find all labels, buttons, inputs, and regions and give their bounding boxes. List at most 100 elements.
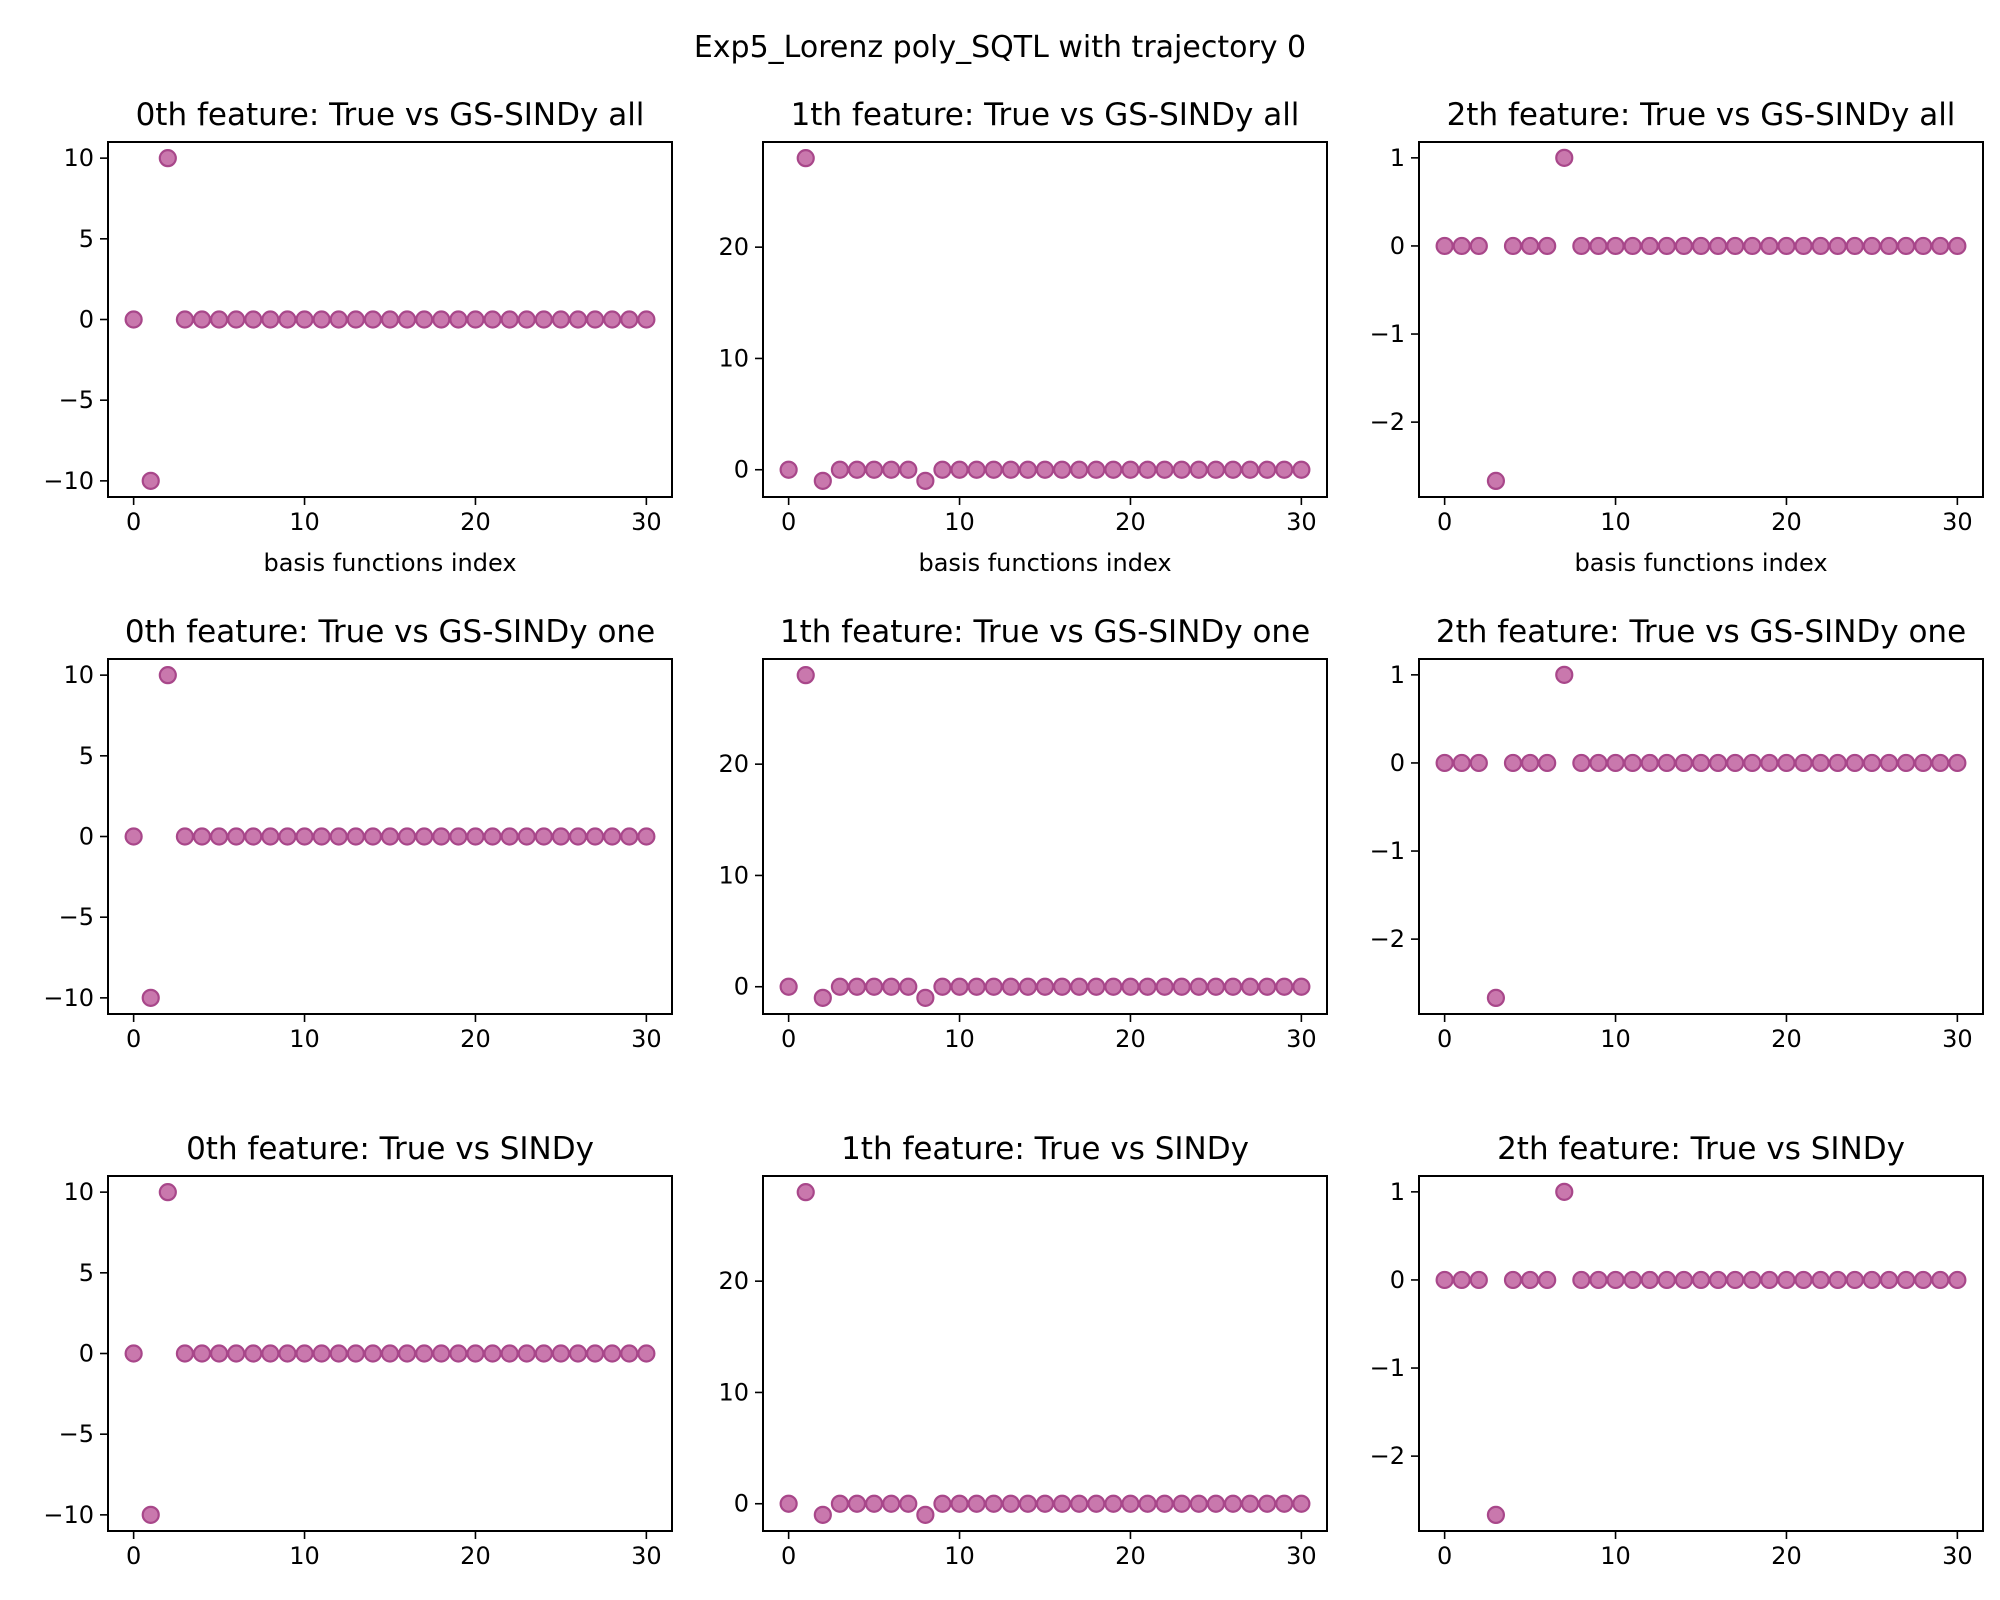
data-point: [192, 1344, 212, 1363]
data-point: [1223, 460, 1243, 479]
data-point: [916, 988, 935, 1007]
subplot-title: 0th feature: True vs GS-SINDy all: [136, 97, 645, 133]
data-point: [830, 977, 850, 996]
data-point: [397, 310, 417, 329]
data-point: [1275, 1494, 1294, 1513]
data-point: [1606, 236, 1625, 256]
data-point: [1691, 236, 1711, 256]
x-tick-label: 30: [631, 1025, 662, 1053]
data-point: [1538, 753, 1557, 773]
subplot-title: 2th feature: True vs GS-SINDy all: [1447, 97, 1956, 133]
data-point: [1258, 460, 1277, 479]
data-point: [984, 1494, 1003, 1513]
data-point: [397, 827, 417, 846]
data-point: [1657, 753, 1676, 773]
data-point: [1538, 1270, 1557, 1290]
x-axis-label: basis functions index: [918, 549, 1171, 577]
data-point: [1760, 236, 1779, 256]
data-point: [1486, 1505, 1506, 1524]
data-point: [1052, 460, 1072, 479]
data-point: [1469, 753, 1488, 773]
data-point: [432, 827, 451, 846]
data-point: [1435, 1270, 1454, 1290]
data-point: [415, 827, 434, 846]
data-point: [124, 1344, 143, 1363]
data-point: [1948, 236, 1967, 256]
data-point: [1104, 1494, 1123, 1513]
data-point: [1138, 460, 1157, 479]
y-tick-label: 5: [79, 1259, 94, 1287]
data-point: [1640, 1270, 1659, 1290]
data-point: [1503, 236, 1523, 256]
data-point: [1572, 753, 1591, 773]
data-point: [380, 310, 400, 329]
data-point: [1674, 236, 1694, 256]
data-point: [1486, 471, 1506, 490]
data-point: [1589, 753, 1608, 773]
data-point: [1708, 236, 1728, 256]
data-point: [796, 1183, 815, 1202]
data-point: [620, 310, 639, 329]
data-point: [1035, 460, 1055, 479]
data-point: [1206, 1494, 1226, 1513]
data-point: [1520, 1270, 1540, 1290]
data-point: [209, 827, 229, 846]
data-point: [1623, 753, 1642, 773]
data-point: [295, 1344, 314, 1363]
data-point: [227, 310, 246, 329]
y-tick-label: 0: [1390, 1266, 1405, 1294]
data-point: [227, 827, 246, 846]
data-point: [1155, 977, 1174, 996]
x-tick-label: 10: [1600, 1025, 1631, 1053]
data-point: [779, 1494, 798, 1513]
data-point: [227, 1344, 246, 1363]
data-point: [830, 460, 850, 479]
data-point: [813, 1505, 832, 1524]
y-tick-label: 10: [718, 1378, 749, 1406]
data-point: [796, 666, 815, 685]
x-tick-label: 20: [460, 1025, 491, 1053]
data-point: [1572, 236, 1591, 256]
data-point: [415, 310, 434, 329]
data-point: [779, 977, 798, 996]
data-point: [551, 827, 571, 846]
x-tick-label: 0: [126, 1025, 141, 1053]
data-point: [1811, 236, 1830, 256]
data-point: [466, 310, 485, 329]
data-point: [1948, 1270, 1967, 1290]
data-point: [1794, 1270, 1813, 1290]
x-tick-label: 10: [944, 1025, 975, 1053]
subplot-6: 0th feature: True vs SINDy 0 10 20 30 −10 −5 0 5…: [43, 1131, 673, 1570]
data-point: [158, 149, 177, 168]
data-point: [847, 977, 867, 996]
data-point: [1275, 460, 1294, 479]
data-point: [1001, 1494, 1020, 1513]
data-point: [1070, 977, 1089, 996]
data-point: [380, 1344, 400, 1363]
data-point: [1572, 1270, 1591, 1290]
subplot-title: 0th feature: True vs GS-SINDy one: [125, 614, 655, 650]
subplot-3: 0th feature: True vs GS-SINDy one 0 10 20 30…: [43, 614, 673, 1053]
y-tick-label: 0: [79, 823, 94, 851]
data-point: [967, 460, 986, 479]
data-point: [1589, 236, 1608, 256]
data-point: [984, 460, 1003, 479]
data-point: [620, 1344, 639, 1363]
y-tick-label: −5: [59, 386, 94, 414]
data-point: [950, 460, 969, 479]
data-point: [1452, 1270, 1471, 1290]
figure-title: Exp5_Lorenz poly_SQTL with trajectory 0: [694, 30, 1306, 65]
data-point: [1292, 460, 1311, 479]
data-point: [1931, 236, 1950, 256]
data-point: [312, 827, 331, 846]
x-tick-label: 30: [1286, 508, 1317, 536]
data-point: [1555, 1182, 1574, 1201]
data-point: [882, 977, 901, 996]
data-point: [916, 1505, 935, 1524]
data-point: [1001, 460, 1020, 479]
x-tick-label: 0: [1437, 1542, 1452, 1570]
data-point: [158, 1183, 177, 1202]
data-point: [1896, 236, 1916, 256]
data-point: [1794, 753, 1813, 773]
